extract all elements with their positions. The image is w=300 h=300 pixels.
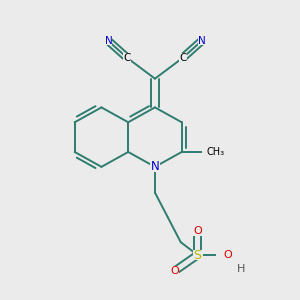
Bar [179,53,187,62]
Text: N: N [151,160,159,173]
Bar [104,37,112,46]
Text: H: H [237,264,245,274]
Bar [123,53,131,62]
Text: N: N [198,36,206,46]
Bar [193,227,202,236]
Bar [193,250,202,260]
Bar [149,162,161,172]
Bar [236,264,246,273]
Text: O: O [193,226,202,236]
Bar [216,250,230,260]
Text: CH₃: CH₃ [206,147,225,157]
Text: N: N [104,36,112,46]
Text: S: S [194,248,202,262]
Text: C: C [124,53,131,63]
Text: O: O [170,266,179,276]
Text: O: O [223,250,232,260]
Bar [198,37,206,46]
Bar [202,148,218,156]
Bar [170,266,179,275]
Text: C: C [179,53,186,63]
